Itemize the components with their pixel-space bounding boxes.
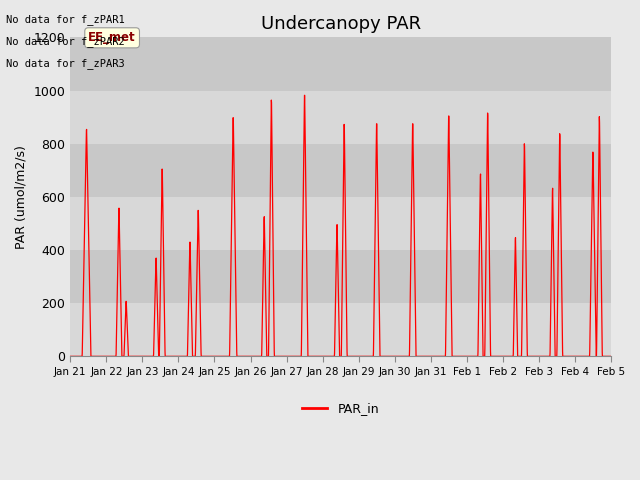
Bar xyxy=(70,37,611,91)
Bar xyxy=(70,144,611,197)
Bar xyxy=(70,91,611,144)
Text: No data for f_zPAR2: No data for f_zPAR2 xyxy=(6,36,125,47)
Y-axis label: PAR (umol/m2/s): PAR (umol/m2/s) xyxy=(15,145,28,249)
Bar xyxy=(70,197,611,250)
Text: EE_met: EE_met xyxy=(88,31,136,44)
Bar xyxy=(70,303,611,356)
Legend: PAR_in: PAR_in xyxy=(298,397,384,420)
Title: Undercanopy PAR: Undercanopy PAR xyxy=(260,15,420,33)
Bar xyxy=(70,250,611,303)
Text: No data for f_zPAR1: No data for f_zPAR1 xyxy=(6,14,125,25)
Text: No data for f_zPAR3: No data for f_zPAR3 xyxy=(6,58,125,69)
